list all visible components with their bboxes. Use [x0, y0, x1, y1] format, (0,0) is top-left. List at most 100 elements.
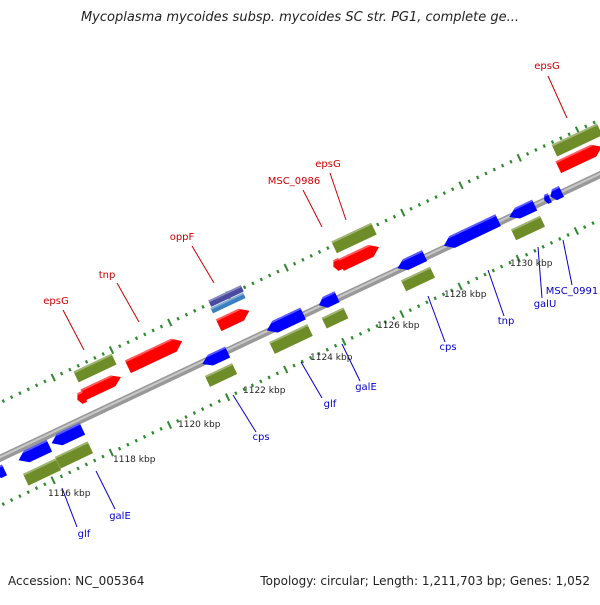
minor-tick	[92, 458, 97, 463]
feature-label[interactable]: cps	[439, 342, 456, 353]
gene-block[interactable]	[321, 307, 349, 329]
feature-label[interactable]: MSC_0986	[268, 176, 320, 187]
feature-label[interactable]: epsG	[534, 61, 559, 72]
minor-tick	[176, 419, 180, 423]
gene-block[interactable]	[269, 324, 313, 354]
minor-tick	[68, 367, 72, 372]
minor-tick	[375, 324, 379, 328]
feature-label[interactable]: tnp	[99, 270, 116, 281]
feature-label[interactable]: galU	[534, 299, 557, 310]
minor-tick	[292, 363, 296, 368]
forward-cds-arrow[interactable]	[75, 390, 88, 405]
gene-block[interactable]	[400, 266, 436, 292]
callout-line	[537, 246, 543, 299]
major-tick	[399, 310, 405, 319]
reverse-cds-arrow[interactable]	[441, 214, 501, 251]
scale-label: 1126 kbp	[377, 321, 420, 331]
callout-line	[427, 295, 446, 343]
reverse-cds-arrow[interactable]	[507, 199, 538, 223]
minor-tick	[76, 466, 80, 471]
forward-cds-arrow[interactable]	[80, 372, 123, 401]
callout-layer	[61, 75, 573, 528]
minor-tick	[509, 159, 513, 164]
minor-tick	[492, 167, 496, 172]
feature-label[interactable]: epsG	[315, 159, 340, 170]
minor-tick	[159, 324, 164, 329]
reverse-cds-arrow[interactable]	[0, 464, 8, 479]
minor-tick	[475, 276, 479, 281]
forward-cds-arrow[interactable]	[338, 241, 382, 271]
feature-label[interactable]: tnp	[498, 316, 515, 327]
minor-tick	[43, 482, 47, 487]
minor-tick	[541, 244, 545, 249]
gene-block[interactable]	[551, 123, 600, 157]
callout-line	[329, 172, 347, 221]
gene-block[interactable]	[331, 222, 377, 254]
minor-tick	[433, 296, 437, 301]
feature-block[interactable]	[208, 285, 244, 307]
gene-block[interactable]	[22, 458, 62, 486]
major-tick	[108, 448, 114, 457]
minor-tick	[350, 335, 354, 340]
minor-tick	[267, 375, 271, 380]
minor-tick	[76, 363, 80, 368]
callout-line	[232, 394, 257, 433]
gene-block[interactable]	[73, 353, 117, 383]
minor-tick	[1, 399, 5, 403]
minor-tick	[9, 395, 14, 400]
minor-tick	[450, 187, 455, 192]
minor-tick	[275, 371, 280, 376]
forward-cds-arrow[interactable]	[215, 305, 252, 332]
feature-label[interactable]: glf	[78, 529, 91, 540]
reverse-cds-arrow[interactable]	[316, 291, 340, 310]
feature-label[interactable]: MSC_0991	[546, 286, 598, 297]
reverse-cds-arrow[interactable]	[395, 250, 428, 274]
feature-label[interactable]: galE	[355, 382, 377, 393]
major-tick	[167, 318, 173, 327]
feature-label[interactable]: cps	[252, 432, 269, 443]
minor-tick	[126, 340, 130, 345]
gene-block[interactable]	[510, 215, 546, 241]
minor-tick	[483, 272, 487, 277]
feature-block[interactable]	[210, 292, 246, 314]
minor-tick	[84, 359, 89, 364]
forward-cds-arrow[interactable]	[124, 335, 185, 374]
forward-cds-arrow[interactable]	[331, 257, 344, 272]
minor-tick	[159, 426, 163, 431]
reverse-cds-arrow[interactable]	[264, 307, 306, 337]
minor-tick	[259, 277, 263, 282]
major-tick	[50, 476, 56, 485]
feature-label[interactable]: galE	[109, 511, 131, 522]
reverse-cds-arrow[interactable]	[200, 346, 231, 370]
reverse-cds-arrow[interactable]	[16, 439, 53, 466]
minor-tick	[250, 383, 255, 388]
feature-label[interactable]: glf	[324, 399, 337, 410]
gene-block[interactable]	[54, 441, 94, 469]
minor-tick	[184, 312, 189, 317]
gene-block[interactable]	[204, 363, 238, 387]
minor-tick	[467, 179, 471, 184]
minor-tick	[499, 264, 504, 269]
minor-tick	[193, 308, 197, 313]
minor-tick	[9, 498, 14, 503]
minor-tick	[134, 438, 138, 443]
reverse-cds-arrow[interactable]	[49, 422, 86, 449]
minor-tick	[259, 379, 263, 384]
minor-tick	[93, 355, 97, 360]
minor-tick	[143, 332, 147, 337]
scale-label: 1120 kbp	[178, 420, 221, 430]
reverse-cds-arrow[interactable]	[542, 193, 552, 205]
minor-tick	[317, 351, 321, 356]
minor-tick	[475, 175, 480, 180]
minor-tick	[566, 233, 570, 237]
forward-cds-arrow[interactable]	[555, 141, 600, 174]
reverse-cds-arrow[interactable]	[548, 186, 564, 202]
minor-tick	[534, 148, 538, 152]
minor-tick	[308, 355, 313, 360]
feature-label[interactable]: oppF	[170, 232, 195, 243]
minor-tick	[441, 292, 446, 297]
minor-tick	[326, 246, 330, 250]
scale-label: 1118 kbp	[113, 455, 156, 465]
feature-label[interactable]: epsG	[43, 296, 68, 307]
feature-layer	[0, 123, 600, 486]
